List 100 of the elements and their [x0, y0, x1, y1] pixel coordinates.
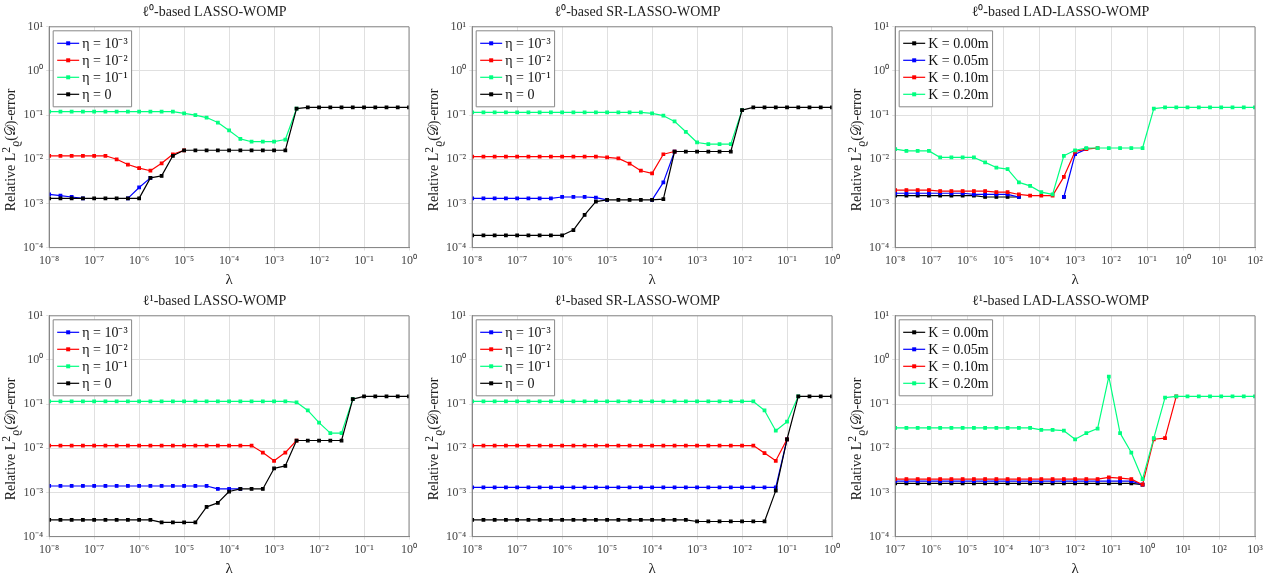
x-tick-label: 10²: [1211, 541, 1228, 556]
y-tick-label: 10⁻¹: [869, 107, 890, 122]
y-tick-label: 10⁻¹: [446, 107, 467, 122]
x-axis-title: λ: [1071, 559, 1080, 576]
y-tick-label: 10¹: [873, 18, 890, 33]
legend-label: K = 0.05m: [928, 52, 989, 68]
y-tick-label: 10⁰: [27, 352, 44, 367]
x-tick-label: 10⁻⁶: [921, 541, 942, 556]
y-tick-label: 10⁻²: [869, 151, 890, 166]
y-tick-label: 10⁻²: [23, 151, 44, 166]
x-tick-label: 10⁻⁵: [174, 252, 195, 267]
x-tick-label: 10⁻²: [309, 252, 330, 267]
legend-label: η = 10⁻³: [505, 35, 551, 51]
x-tick-label: 10⁻²: [1101, 252, 1122, 267]
x-tick-label: 10⁻³: [687, 252, 708, 267]
legend-label: K = 0.20m: [928, 375, 989, 391]
x-tick-label: 10⁻⁴: [642, 541, 663, 556]
legend-label: η = 10⁻²: [82, 341, 128, 357]
x-tick-label: 10⁻⁸: [39, 252, 60, 267]
legend-label: η = 0: [82, 86, 112, 102]
x-tick-label: 10⁻⁵: [174, 541, 195, 556]
x-axis-title: λ: [648, 559, 657, 576]
chart-title: ℓ⁰-based LASSO-WOMP: [142, 4, 287, 20]
x-tick-label: 10¹: [1175, 541, 1192, 556]
legend-label: η = 0: [505, 375, 535, 391]
x-tick-label: 10⁻⁷: [507, 541, 528, 556]
x-tick-label: 10⁻⁷: [84, 252, 105, 267]
legend-label: K = 0.00m: [928, 35, 989, 51]
legend-label: η = 10⁻¹: [82, 358, 128, 374]
x-tick-label: 10³: [1247, 541, 1264, 556]
x-tick-label: 10⁻⁶: [129, 252, 150, 267]
x-tick-label: 10⁻⁸: [462, 252, 483, 267]
y-tick-label: 10⁻⁴: [869, 239, 890, 254]
y-tick-label: 10⁻²: [869, 440, 890, 455]
x-tick-label: 10⁻³: [264, 541, 285, 556]
x-tick-label: 10⁻³: [264, 252, 285, 267]
y-tick-label: 10⁻²: [446, 440, 467, 455]
y-tick-label: 10¹: [27, 18, 44, 33]
x-tick-label: 10⁻²: [1065, 541, 1086, 556]
x-tick-label: 10⁻⁷: [507, 252, 528, 267]
x-tick-label: 10⁻⁴: [642, 252, 663, 267]
y-tick-label: 10¹: [873, 307, 890, 322]
x-tick-label: 10⁻¹: [354, 252, 375, 267]
chart-title: ℓ¹-based LAD-LASSO-WOMP: [972, 293, 1150, 309]
x-tick-label: 10⁻⁵: [597, 541, 618, 556]
y-tick-label: 10⁻¹: [23, 107, 44, 122]
x-tick-label: 10⁻¹: [1137, 252, 1158, 267]
x-tick-label: 10⁰: [824, 252, 840, 267]
chart-title: ℓ¹-based SR-LASSO-WOMP: [554, 293, 721, 309]
x-tick-label: 10⁻²: [309, 541, 330, 556]
x-tick-label: 10⁻⁶: [552, 252, 573, 267]
x-tick-label: 10⁻⁴: [219, 252, 240, 267]
x-tick-label: 10⁻⁶: [957, 252, 978, 267]
y-tick-label: 10⁻³: [23, 484, 44, 499]
legend-label: η = 0: [82, 375, 112, 391]
y-tick-label: 10⁻⁴: [446, 239, 467, 254]
x-tick-label: 10⁻¹: [1101, 541, 1122, 556]
legend-label: η = 10⁻¹: [82, 69, 128, 85]
legend-label: K = 0.10m: [928, 358, 989, 374]
x-tick-label: 10²: [1247, 252, 1264, 267]
y-tick-label: 10⁻⁴: [869, 528, 890, 543]
x-tick-label: 10⁻⁴: [993, 541, 1014, 556]
x-tick-label: 10⁻¹: [354, 541, 375, 556]
x-tick-label: 10⁻⁴: [1029, 252, 1050, 267]
x-axis-title: λ: [648, 270, 657, 287]
legend-label: η = 10⁻²: [505, 52, 551, 68]
legend-label: η = 10⁻²: [82, 52, 128, 68]
chart-title: ℓ⁰-based SR-LASSO-WOMP: [554, 4, 721, 20]
x-tick-label: 10⁰: [401, 541, 417, 556]
y-tick-label: 10⁻⁴: [446, 528, 467, 543]
y-tick-label: 10⁻³: [23, 195, 44, 210]
legend-label: K = 0.05m: [928, 341, 989, 357]
y-tick-label: 10⁻⁴: [23, 528, 44, 543]
y-tick-label: 10⁻³: [446, 484, 467, 499]
x-tick-label: 10⁻⁸: [462, 541, 483, 556]
y-tick-label: 10⁰: [873, 352, 890, 367]
y-tick-label: 10⁻³: [446, 195, 467, 210]
chart-title: ℓ⁰-based LAD-LASSO-WOMP: [971, 4, 1150, 20]
x-tick-label: 10⁰: [824, 541, 840, 556]
legend-label: η = 10⁻³: [82, 324, 128, 340]
x-tick-label: 10⁻⁵: [993, 252, 1014, 267]
x-tick-label: 10⁻²: [732, 541, 753, 556]
x-tick-label: 10⁻³: [1029, 541, 1050, 556]
y-tick-label: 10⁻³: [869, 195, 890, 210]
y-tick-label: 10⁻⁴: [23, 239, 44, 254]
y-tick-label: 10¹: [450, 307, 467, 322]
y-tick-label: 10¹: [450, 18, 467, 33]
legend-label: η = 10⁻¹: [505, 69, 551, 85]
y-tick-label: 10¹: [27, 307, 44, 322]
x-tick-label: 10⁻²: [732, 252, 753, 267]
chart-title: ℓ¹-based LASSO-WOMP: [142, 293, 287, 309]
legend-label: η = 10⁻¹: [505, 358, 551, 374]
y-tick-label: 10⁻²: [23, 440, 44, 455]
y-tick-label: 10⁰: [450, 352, 467, 367]
x-tick-label: 10⁻⁷: [885, 541, 906, 556]
y-tick-label: 10⁻¹: [869, 396, 890, 411]
x-tick-label: 10⁻¹: [777, 541, 798, 556]
legend-label: η = 0: [505, 86, 535, 102]
x-tick-label: 10⁻³: [687, 541, 708, 556]
y-tick-label: 10⁻¹: [446, 396, 467, 411]
